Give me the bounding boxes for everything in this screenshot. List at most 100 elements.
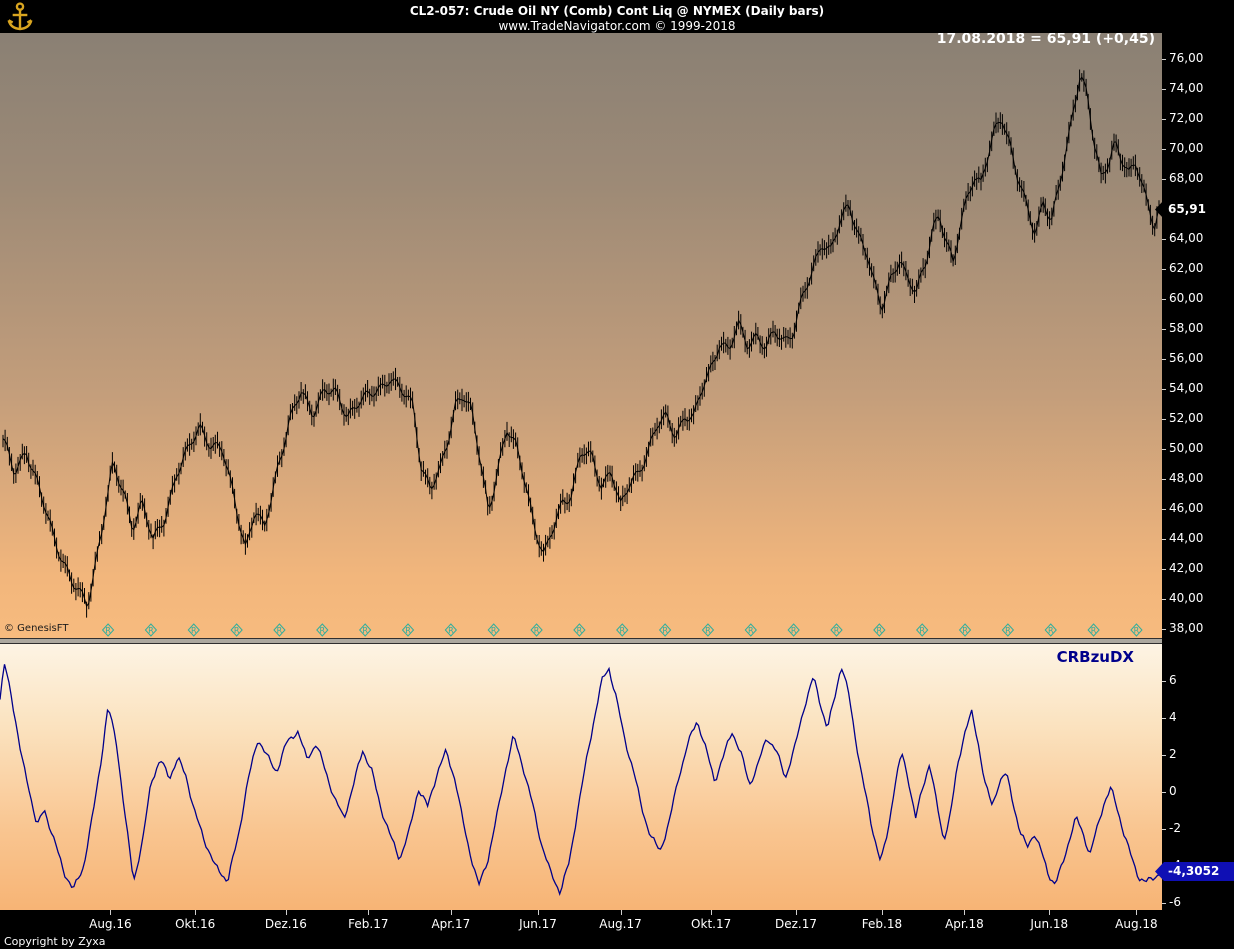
x-axis-tick	[195, 910, 197, 915]
svg-text:R: R	[834, 626, 840, 635]
rollover-marker: R	[916, 623, 929, 637]
rollover-marker: R	[358, 623, 372, 637]
svg-text:R: R	[191, 626, 197, 635]
indicator-chart-panel[interactable]: CRBzuDX	[0, 644, 1162, 910]
x-axis-tick	[285, 910, 287, 915]
svg-text:R: R	[705, 626, 711, 635]
indicator-axis-label: 2	[1169, 747, 1177, 761]
price-axis-label-tick	[1162, 479, 1166, 480]
price-axis-label: 46,00	[1169, 501, 1204, 515]
svg-text:R: R	[662, 626, 668, 635]
indicator-name-label: CRBzuDX	[1056, 648, 1134, 666]
x-axis-tick	[620, 910, 622, 915]
x-axis-label: Apr.18	[945, 917, 984, 931]
rollover-marker: R	[273, 623, 286, 637]
x-axis-tick	[1136, 910, 1138, 915]
svg-text:R: R	[919, 626, 925, 635]
price-axis-label-tick	[1162, 539, 1166, 540]
price-axis-label: 62,00	[1169, 261, 1204, 275]
price-axis-label: 68,00	[1169, 171, 1204, 185]
price-axis-label-tick	[1162, 149, 1166, 150]
indicator-axis-label-tick	[1162, 903, 1166, 904]
svg-text:R: R	[105, 626, 111, 635]
price-axis-label: 44,00	[1169, 531, 1204, 545]
indicator-axis-label: 4	[1169, 710, 1177, 724]
indicator-axis-label: -6	[1169, 895, 1181, 909]
rollover-marker: R	[487, 623, 500, 637]
x-axis-label: Apr.17	[431, 917, 471, 931]
price-axis-label-tick	[1162, 599, 1166, 600]
svg-text:R: R	[405, 626, 411, 635]
rollover-marker: R	[744, 623, 757, 637]
svg-text:R: R	[234, 626, 240, 635]
svg-text:R: R	[448, 626, 454, 635]
x-axis-label: Dez.17	[774, 917, 817, 931]
x-axis-label: Dez.16	[264, 917, 307, 931]
x-axis-label: Aug.18	[1115, 917, 1158, 931]
price-axis-label: 42,00	[1169, 561, 1204, 575]
rollover-marker: R	[1087, 623, 1100, 637]
svg-text:R: R	[277, 626, 283, 635]
price-axis-label: 48,00	[1169, 471, 1204, 485]
price-axis-label: 50,00	[1169, 441, 1204, 455]
x-axis-tick	[1049, 910, 1051, 915]
price-chart-panel[interactable]: R R R R R R R R R R R R R R R R R R R R R R R R R © GenesisFT	[0, 33, 1162, 638]
price-axis-label: 40,00	[1169, 591, 1204, 605]
price-axis-label: 60,00	[1169, 291, 1204, 305]
rollover-marker: R	[616, 623, 629, 637]
x-axis[interactable]: Copyright by Zyxa Aug.16 Okt.16 Dez.16 Feb.…	[0, 910, 1234, 949]
rollover-marker: R	[1044, 623, 1057, 637]
price-axis-label: 74,00	[1169, 81, 1204, 95]
copyright-label: Copyright by Zyxa	[4, 935, 106, 948]
indicator-axis-label-tick	[1162, 681, 1166, 682]
price-axis-label: 70,00	[1169, 141, 1204, 155]
price-axis-label-tick	[1162, 509, 1166, 510]
rollover-marker: R	[101, 623, 115, 637]
indicator-axis-label: -2	[1169, 821, 1181, 835]
svg-text:R: R	[320, 626, 326, 635]
price-axis-label-tick	[1162, 89, 1166, 90]
svg-text:R: R	[362, 626, 368, 635]
price-axis-label-tick	[1162, 419, 1166, 420]
panel-divider[interactable]	[0, 638, 1162, 644]
indicator-axis-label-tick	[1162, 755, 1166, 756]
x-axis-label: Feb.18	[861, 917, 903, 931]
quote-annotation: 17.08.2018 = 65,91 (+0,45)	[936, 31, 1155, 47]
svg-text:R: R	[1091, 626, 1097, 635]
svg-text:R: R	[148, 626, 154, 635]
rollover-marker: R	[573, 623, 586, 637]
price-axis-label-tick	[1162, 179, 1166, 180]
x-axis-tick	[538, 910, 539, 915]
price-axis-label-tick	[1162, 359, 1166, 360]
anchor-icon	[4, 1, 36, 33]
rollover-marker: R	[401, 623, 415, 637]
price-axis-label-tick	[1162, 269, 1166, 270]
rollover-marker: R	[830, 623, 843, 637]
x-axis-tick	[964, 910, 966, 915]
indicator-line-canvas[interactable]	[0, 644, 1162, 910]
price-axis-label: 38,00	[1169, 621, 1204, 635]
indicator-value-tag: -4,3052	[1155, 862, 1234, 881]
rollover-marker: R	[144, 623, 158, 637]
svg-text:R: R	[491, 626, 497, 635]
price-axis-label: 54,00	[1169, 381, 1204, 395]
price-axis-label: 72,00	[1169, 111, 1204, 125]
x-axis-label: Feb.17	[348, 917, 389, 931]
price-axis-label-tick	[1162, 59, 1166, 60]
x-axis-tick	[795, 910, 797, 915]
svg-text:R: R	[1134, 626, 1140, 635]
right-price-axis[interactable]: 76,0074,0072,0070,0068,0066,0064,0062,00…	[1162, 0, 1234, 949]
rollover-marker: R	[787, 623, 800, 637]
svg-text:R: R	[534, 626, 540, 635]
indicator-axis-label: 6	[1169, 673, 1177, 687]
x-axis-tick	[368, 910, 370, 915]
price-axis-label-tick	[1162, 329, 1166, 330]
last-price-tag: 65,91	[1155, 200, 1224, 219]
price-axis-label-tick	[1162, 119, 1166, 120]
rollover-marker: R	[658, 623, 672, 637]
price-axis-label: 52,00	[1169, 411, 1204, 425]
svg-text:R: R	[619, 626, 625, 635]
indicator-axis-label-tick	[1162, 718, 1166, 719]
x-axis-tick	[450, 910, 452, 915]
